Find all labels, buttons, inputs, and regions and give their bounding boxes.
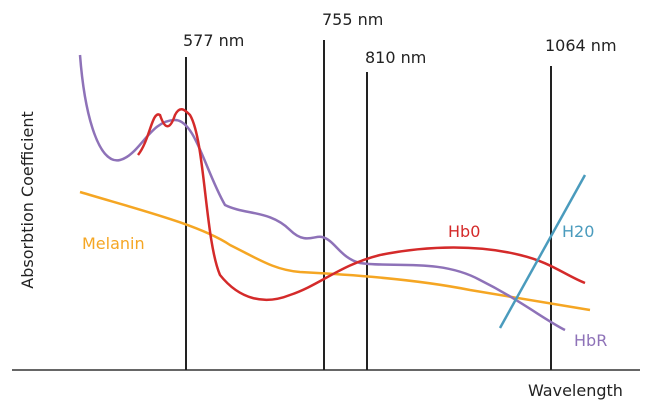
wavelength-label: 577 nm bbox=[183, 31, 244, 50]
curve-label: Hb0 bbox=[448, 222, 480, 241]
melanin-curve bbox=[79, 190, 591, 312]
water-curve bbox=[498, 174, 587, 329]
y-axis-label: Absorbtion Coefficient bbox=[18, 111, 37, 288]
curve-label: H20 bbox=[562, 222, 594, 241]
hbr-curve bbox=[78, 54, 566, 332]
curve-label: HbR bbox=[574, 331, 607, 350]
wavelength-label: 1064 nm bbox=[545, 36, 617, 55]
x-axis-label: Wavelength bbox=[528, 381, 623, 400]
wavelength-label: 810 nm bbox=[365, 48, 426, 67]
wavelength-label: 755 nm bbox=[322, 10, 383, 29]
curve-label: Melanin bbox=[82, 234, 145, 253]
hbo-curve bbox=[136, 108, 586, 302]
